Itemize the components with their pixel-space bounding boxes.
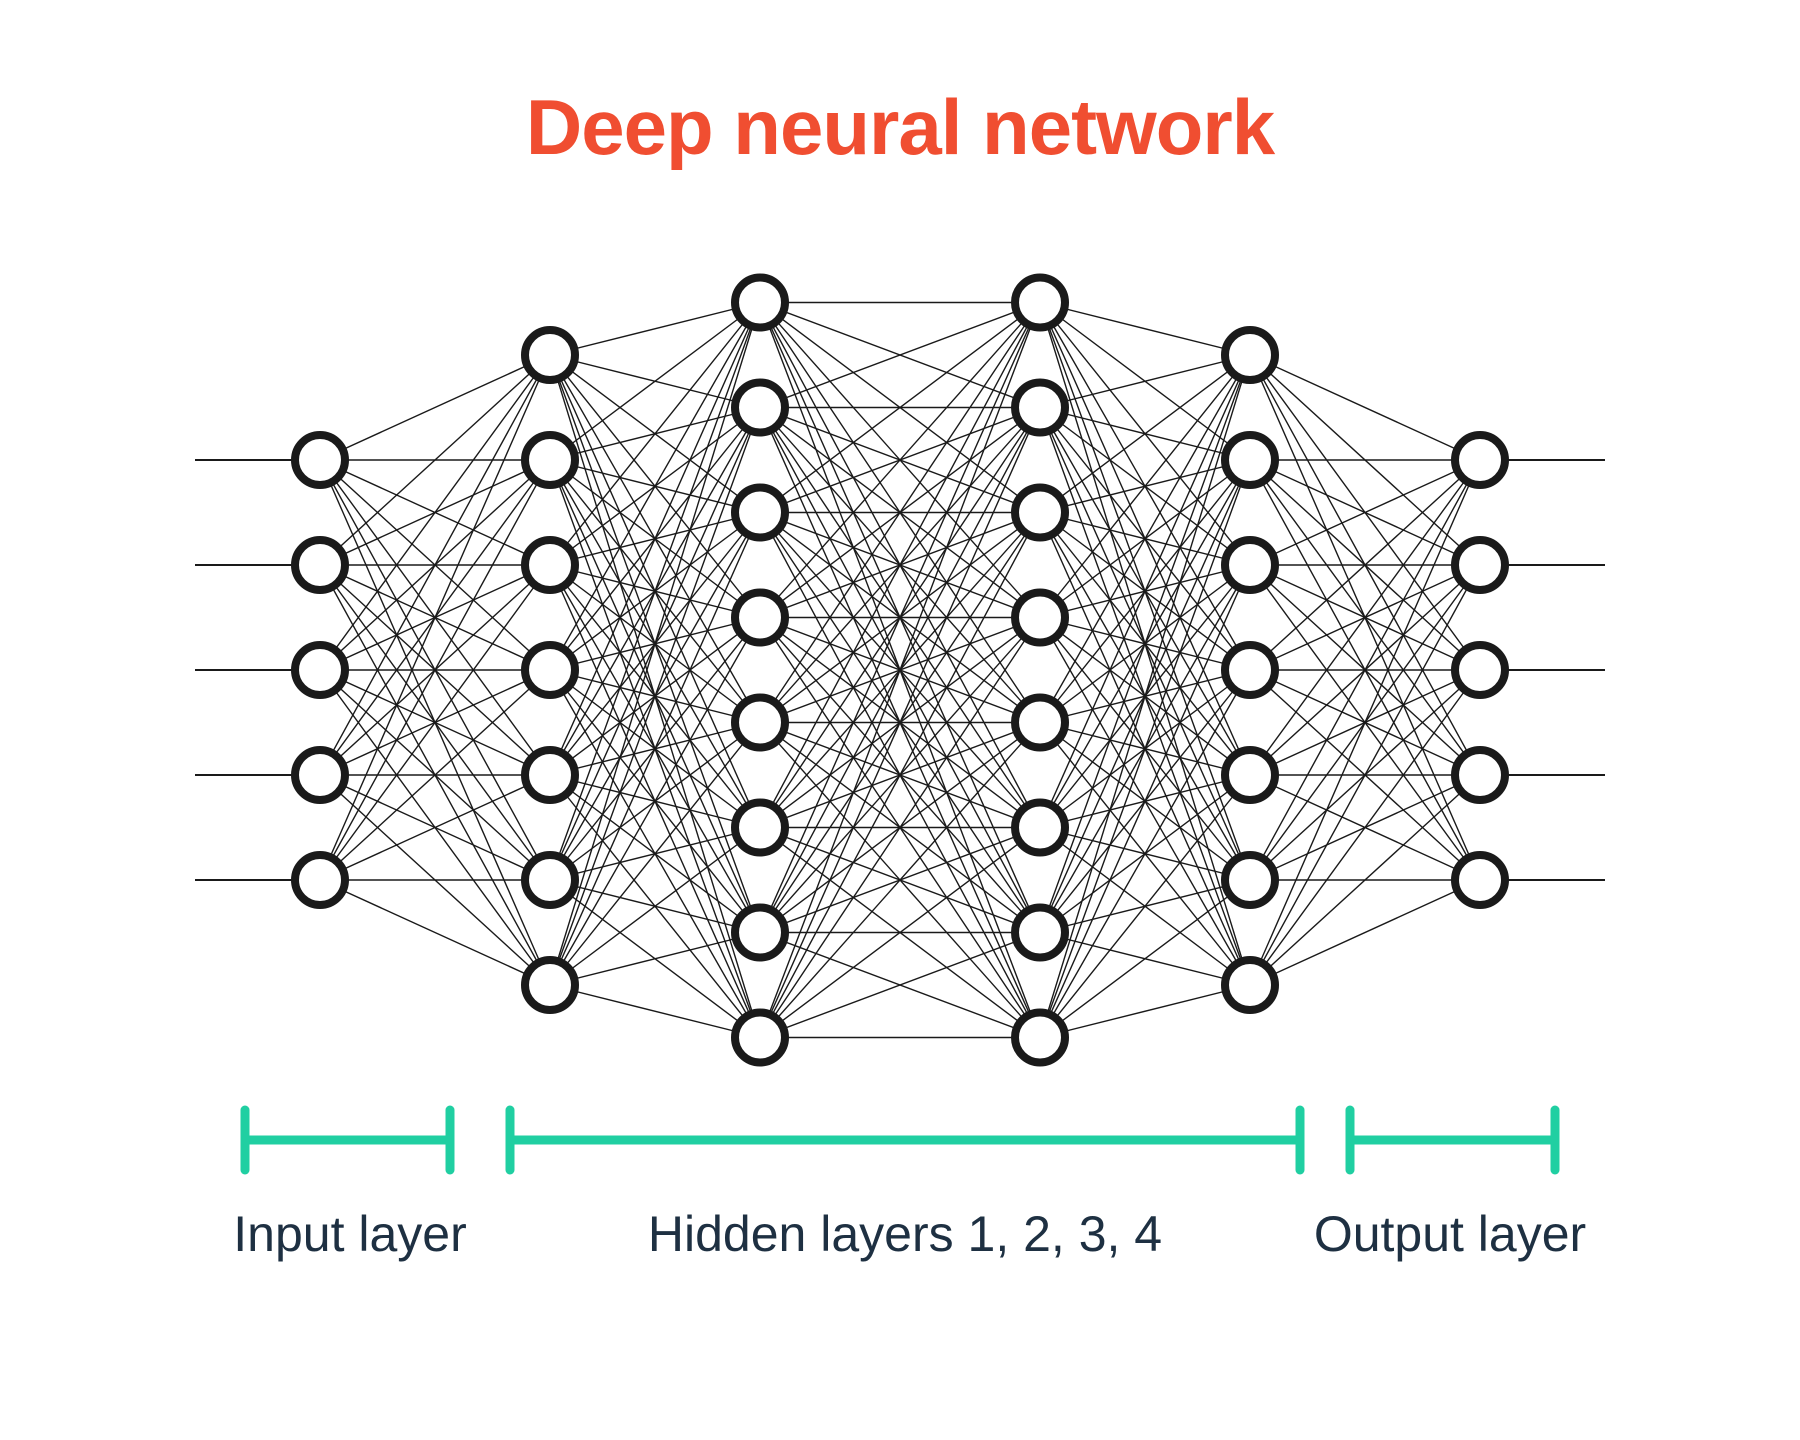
layer-label-1: Hidden layers 1, 2, 3, 4 — [648, 1206, 1162, 1262]
diagram-container: Deep neural network Input layer Hidden la… — [0, 0, 1800, 1440]
node-l2-n5 — [735, 803, 785, 853]
node-l1-n3 — [525, 645, 575, 695]
brackets-group — [245, 1110, 1555, 1170]
node-l1-n4 — [525, 750, 575, 800]
node-l3-n1 — [1015, 383, 1065, 433]
edge — [550, 933, 760, 986]
node-l4-n5 — [1225, 855, 1275, 905]
edge — [320, 880, 550, 985]
node-l4-n4 — [1225, 750, 1275, 800]
edge — [1040, 355, 1250, 723]
node-l4-n2 — [1225, 540, 1275, 590]
node-l0-n4 — [295, 855, 345, 905]
node-l5-n0 — [1455, 435, 1505, 485]
node-l3-n0 — [1015, 278, 1065, 328]
edge — [550, 303, 760, 671]
node-l1-n5 — [525, 855, 575, 905]
edges-group — [320, 303, 1480, 1038]
edge — [1040, 985, 1250, 1038]
node-l2-n6 — [735, 908, 785, 958]
edge — [1040, 775, 1250, 1038]
layer-label-2: Output layer — [1314, 1206, 1586, 1262]
node-l1-n1 — [525, 435, 575, 485]
node-l4-n0 — [1225, 330, 1275, 380]
edge — [550, 303, 760, 776]
edge — [550, 513, 760, 986]
edge — [1040, 355, 1250, 1038]
edge — [1040, 355, 1250, 933]
node-l3-n2 — [1015, 488, 1065, 538]
node-l5-n3 — [1455, 750, 1505, 800]
edge — [1040, 880, 1250, 1038]
edge — [1040, 355, 1250, 408]
edge — [550, 303, 760, 881]
neural-network-svg: Input layer Hidden layers 1, 2, 3, 4 Outpu… — [150, 210, 1650, 1270]
edge — [1250, 355, 1480, 460]
node-l1-n6 — [525, 960, 575, 1010]
edge — [1040, 355, 1250, 513]
edge — [1040, 355, 1250, 828]
node-l0-n0 — [295, 435, 345, 485]
edge — [1250, 880, 1480, 985]
node-l2-n0 — [735, 278, 785, 328]
node-l5-n2 — [1455, 645, 1505, 695]
edge — [550, 723, 760, 986]
node-l3-n3 — [1015, 593, 1065, 643]
edge — [1250, 670, 1480, 985]
edge — [550, 828, 760, 986]
edge — [320, 355, 550, 880]
node-l5-n1 — [1455, 540, 1505, 590]
edge — [550, 303, 760, 986]
labels-group: Input layer Hidden layers 1, 2, 3, 4 Outpu… — [233, 1206, 1586, 1262]
node-l2-n3 — [735, 593, 785, 643]
edge — [1040, 303, 1250, 356]
node-l0-n1 — [295, 540, 345, 590]
edge — [1040, 670, 1250, 1038]
edge — [550, 303, 760, 356]
edge — [320, 355, 550, 460]
node-l0-n3 — [295, 750, 345, 800]
edge — [550, 303, 760, 566]
edge — [1040, 355, 1250, 618]
node-l2-n7 — [735, 1013, 785, 1063]
node-l4-n6 — [1225, 960, 1275, 1010]
edge — [1040, 460, 1250, 1038]
node-l0-n2 — [295, 645, 345, 695]
node-l2-n2 — [735, 488, 785, 538]
edge — [550, 985, 760, 1038]
node-l4-n3 — [1225, 645, 1275, 695]
edge — [320, 355, 550, 670]
node-l4-n1 — [1225, 435, 1275, 485]
edge — [550, 408, 760, 986]
node-l1-n0 — [525, 330, 575, 380]
edge — [1040, 565, 1250, 1038]
diagram-title: Deep neural network — [0, 82, 1800, 173]
node-l2-n1 — [735, 383, 785, 433]
edge — [1250, 460, 1480, 985]
node-l5-n4 — [1455, 855, 1505, 905]
node-l3-n7 — [1015, 1013, 1065, 1063]
edge — [550, 303, 760, 461]
layer-label-0: Input layer — [233, 1206, 466, 1262]
node-l3-n4 — [1015, 698, 1065, 748]
node-l3-n6 — [1015, 908, 1065, 958]
edge — [550, 618, 760, 986]
node-l2-n4 — [735, 698, 785, 748]
node-l3-n5 — [1015, 803, 1065, 853]
node-l1-n2 — [525, 540, 575, 590]
